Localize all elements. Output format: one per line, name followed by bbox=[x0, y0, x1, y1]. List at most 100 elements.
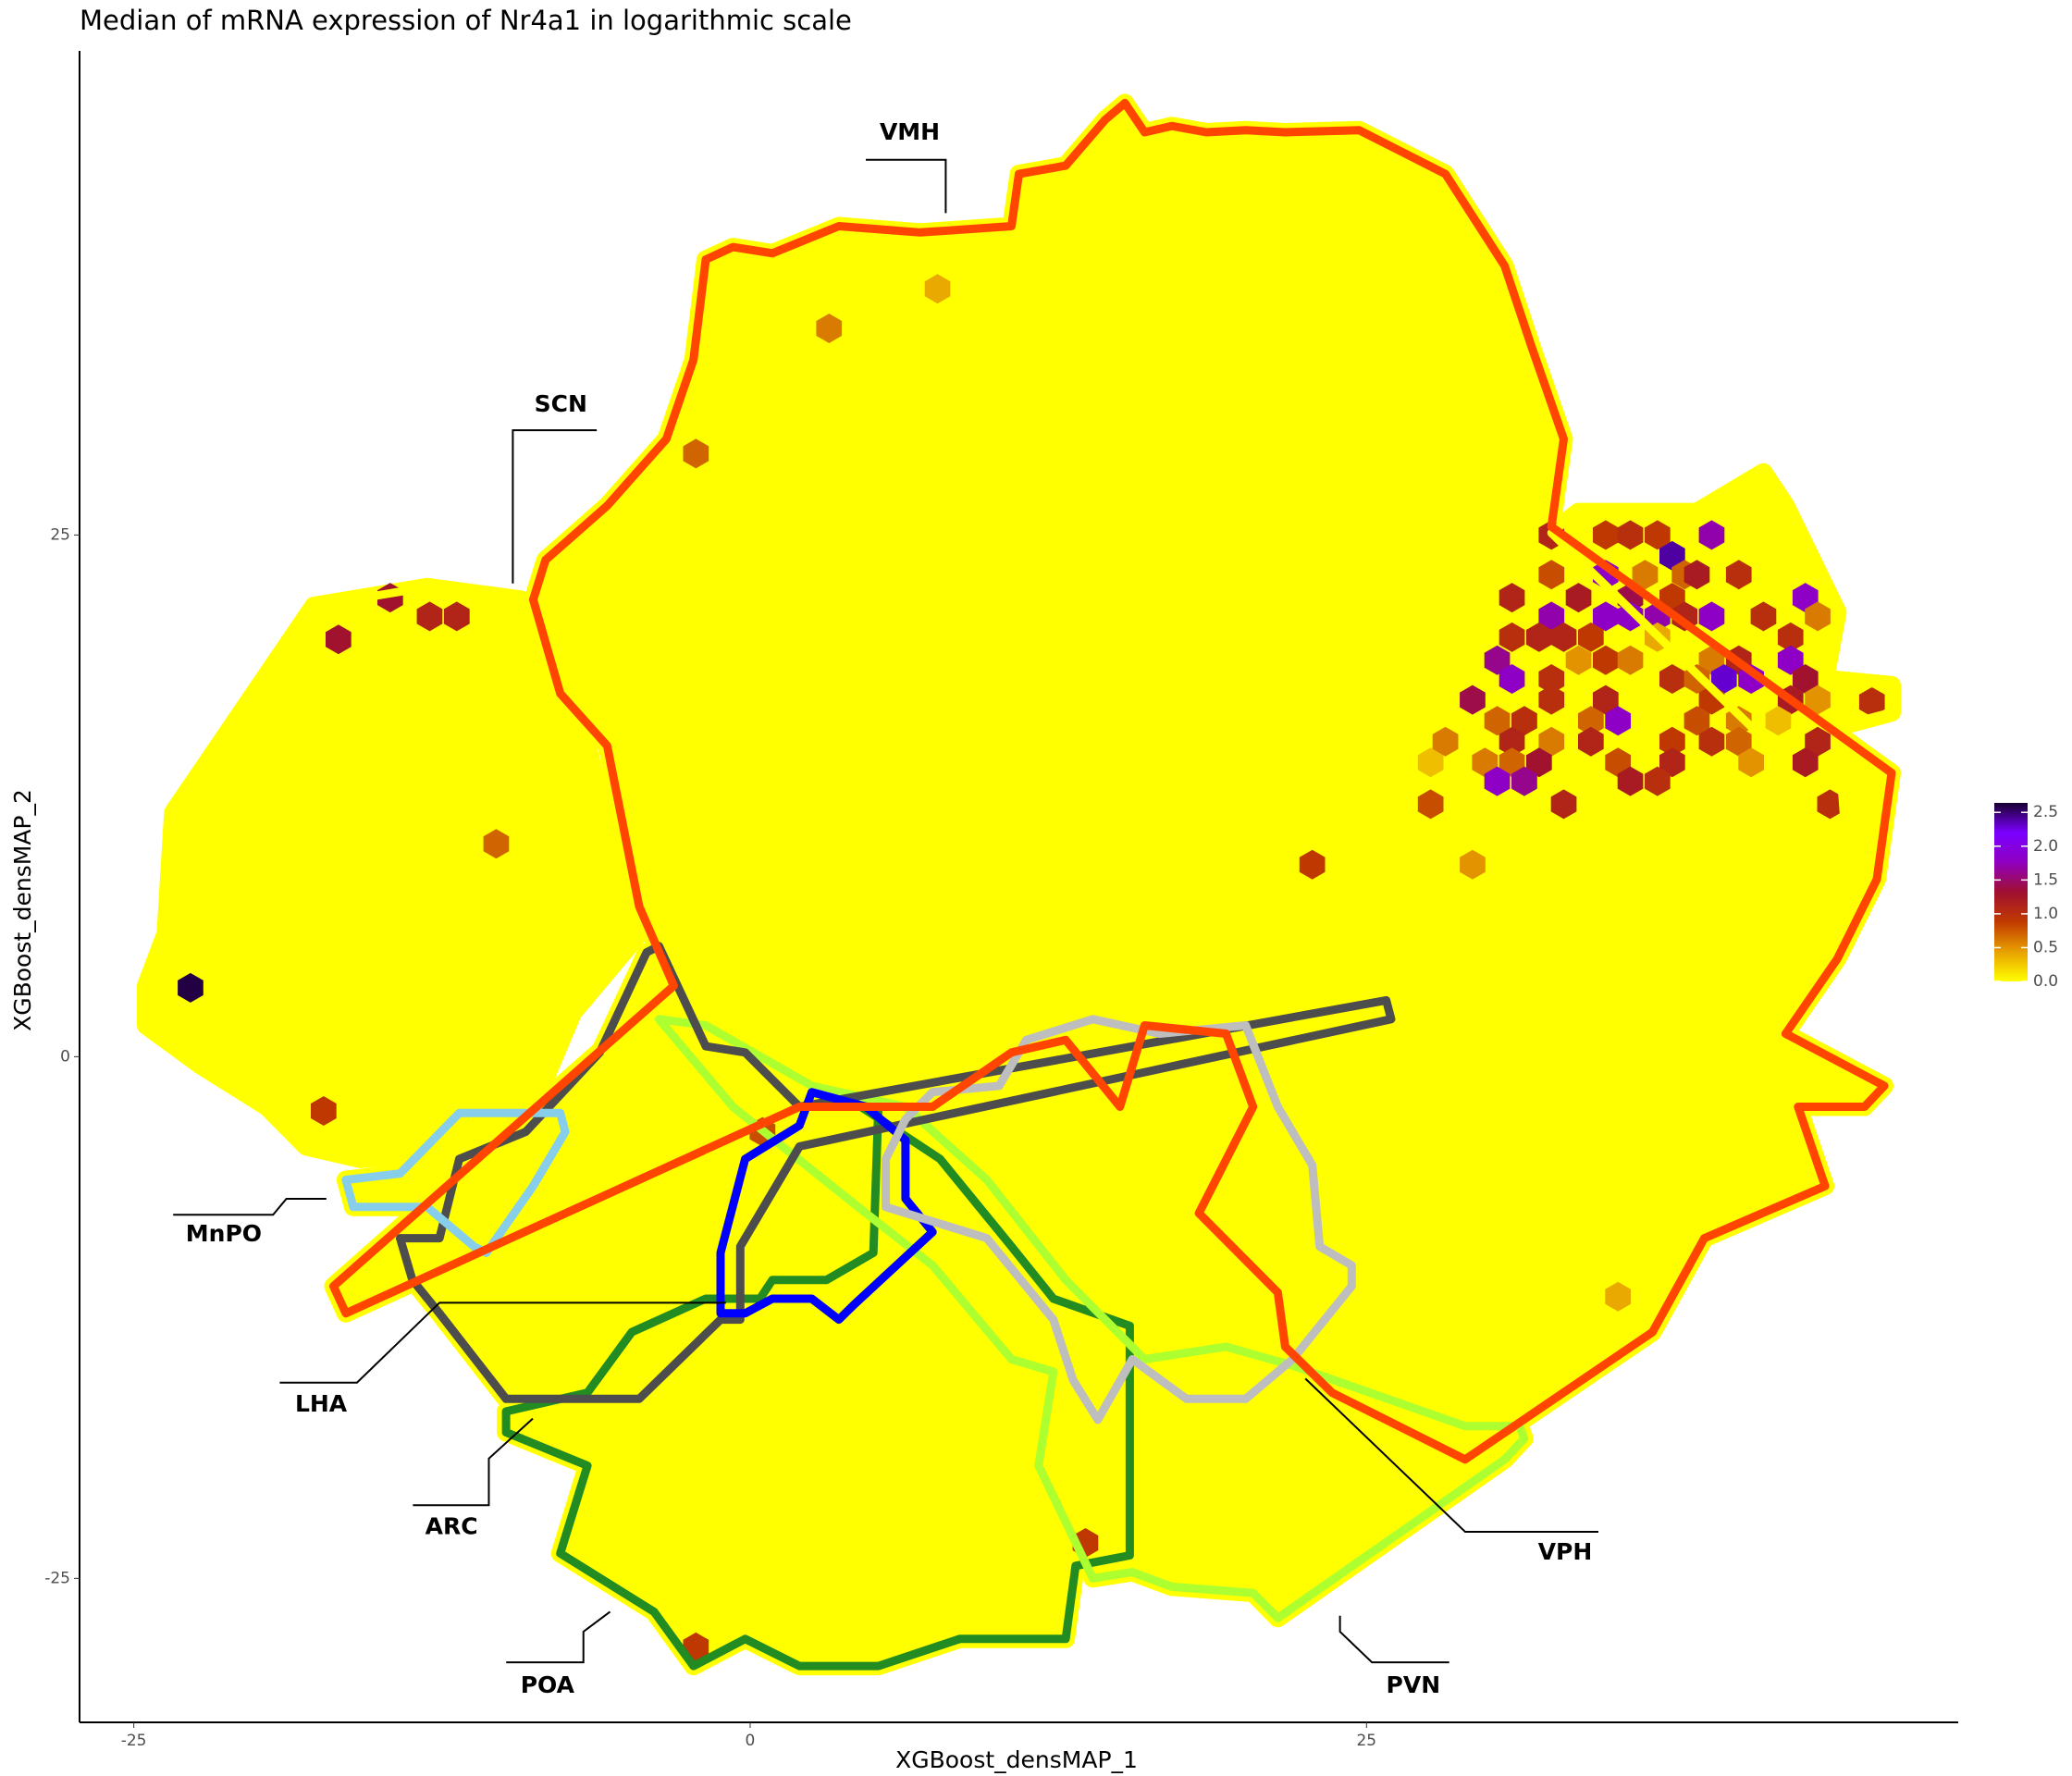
hex bbox=[1698, 726, 1725, 757]
hex bbox=[1725, 726, 1752, 757]
x-axis-label: XGBoost_densMAP_1 bbox=[895, 1746, 1138, 1773]
colorbar-tick-label: 0.0 bbox=[2033, 972, 2058, 991]
x-tick-label: -25 bbox=[121, 1732, 147, 1750]
hex bbox=[924, 274, 951, 304]
annotation-label: ARC bbox=[426, 1513, 478, 1540]
hex bbox=[1498, 622, 1525, 652]
hex bbox=[1565, 583, 1592, 613]
hex bbox=[1617, 766, 1644, 796]
colorbar-tick-label: 2.5 bbox=[2033, 803, 2058, 821]
hex bbox=[1777, 645, 1804, 675]
annotation-leader bbox=[866, 158, 947, 214]
hex bbox=[1710, 664, 1737, 694]
hex bbox=[1484, 766, 1511, 796]
hex bbox=[1792, 664, 1819, 694]
colorbar-tick-label: 2.0 bbox=[2033, 837, 2058, 856]
hex bbox=[1684, 560, 1710, 590]
hex bbox=[1511, 766, 1537, 796]
annotation-leader bbox=[512, 429, 598, 584]
annotation-label: POA bbox=[521, 1671, 575, 1698]
hex bbox=[1659, 726, 1685, 757]
hex bbox=[1578, 706, 1604, 736]
hex bbox=[1460, 684, 1486, 715]
colorbar-tick-label: 0.5 bbox=[2033, 938, 2058, 956]
hex bbox=[1805, 726, 1831, 757]
hex bbox=[1777, 622, 1804, 652]
hex bbox=[1805, 684, 1831, 715]
hex bbox=[1659, 747, 1685, 778]
hex bbox=[1538, 560, 1565, 590]
y-axis-label: XGBoost_densMAP_2 bbox=[9, 789, 36, 1031]
annotation-leader bbox=[1338, 1615, 1449, 1664]
hex bbox=[1550, 622, 1577, 652]
hex bbox=[1750, 601, 1777, 632]
hex bbox=[326, 624, 352, 655]
annotation-label: SCN bbox=[535, 390, 587, 417]
annotation-label: MnPO bbox=[186, 1220, 262, 1247]
hex bbox=[1605, 1281, 1631, 1312]
region-outline bbox=[329, 98, 1896, 1464]
annotation-leader bbox=[173, 1198, 327, 1216]
hex bbox=[1526, 747, 1552, 778]
hex bbox=[1792, 747, 1819, 778]
hex bbox=[1538, 664, 1565, 694]
hex bbox=[1593, 684, 1619, 715]
hex bbox=[816, 314, 843, 343]
region-outline bbox=[142, 583, 644, 1164]
hex bbox=[1698, 520, 1725, 550]
hex bbox=[1511, 706, 1537, 736]
hex bbox=[1645, 766, 1671, 796]
y-tick-label: 25 bbox=[50, 525, 70, 544]
colorbar bbox=[1994, 803, 2028, 981]
hex bbox=[1593, 520, 1619, 550]
hex bbox=[1565, 645, 1592, 675]
annotation-leader bbox=[413, 1417, 534, 1507]
hex bbox=[1498, 726, 1525, 757]
region-outline bbox=[501, 1088, 1134, 1671]
y-tick-label: 0 bbox=[60, 1047, 70, 1066]
region-outline bbox=[716, 1088, 937, 1325]
hex bbox=[1659, 664, 1685, 694]
annotation-leader bbox=[1304, 1377, 1598, 1533]
hex bbox=[1593, 645, 1619, 675]
x-tick-label: 25 bbox=[1356, 1732, 1376, 1750]
hex bbox=[1526, 622, 1552, 652]
hex bbox=[1578, 622, 1604, 652]
region-outline bbox=[1547, 468, 1896, 838]
hex bbox=[1858, 686, 1885, 717]
hex bbox=[1417, 747, 1444, 778]
hex bbox=[1605, 706, 1631, 736]
hex bbox=[1593, 601, 1619, 632]
hex bbox=[1605, 747, 1631, 778]
hex bbox=[416, 601, 443, 632]
hex bbox=[1538, 601, 1565, 632]
hex bbox=[1417, 789, 1444, 820]
hex bbox=[1698, 601, 1725, 632]
hex bbox=[1498, 664, 1525, 694]
annotation-leader bbox=[279, 1301, 726, 1384]
hex bbox=[1484, 706, 1511, 736]
hex bbox=[1460, 849, 1486, 880]
hex bbox=[1725, 560, 1752, 590]
hex bbox=[1498, 583, 1525, 613]
hex bbox=[1805, 601, 1831, 632]
annotation-label: VPH bbox=[1538, 1538, 1593, 1565]
hex bbox=[1684, 706, 1710, 736]
x-tick-label: 0 bbox=[746, 1732, 756, 1750]
annotation-leader bbox=[506, 1610, 611, 1664]
hex bbox=[1617, 645, 1644, 675]
hex bbox=[1617, 520, 1644, 550]
colorbar-tick-label: 1.0 bbox=[2033, 905, 2058, 923]
region-outline bbox=[654, 1015, 1529, 1622]
hex bbox=[1645, 520, 1671, 550]
hex bbox=[1738, 747, 1764, 778]
hex bbox=[683, 438, 709, 469]
hex bbox=[311, 1096, 337, 1126]
hex bbox=[1765, 706, 1792, 736]
hex bbox=[178, 972, 204, 1003]
hex bbox=[1817, 789, 1844, 820]
hex bbox=[1550, 789, 1577, 820]
hex bbox=[1484, 645, 1511, 675]
